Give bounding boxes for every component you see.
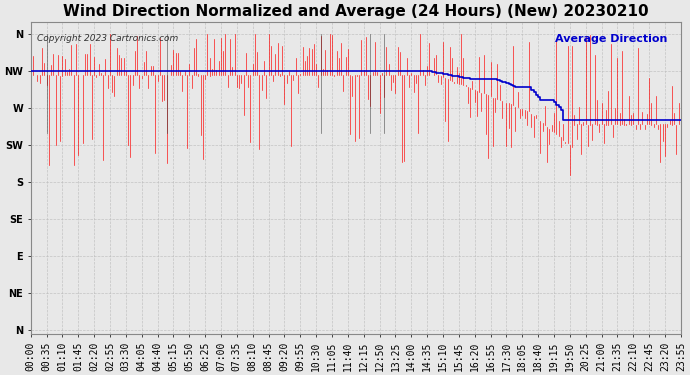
Title: Wind Direction Normalized and Average (24 Hours) (New) 20230210: Wind Direction Normalized and Average (2…	[63, 4, 649, 19]
Text: Copyright 2023 Cartronics.com: Copyright 2023 Cartronics.com	[37, 34, 179, 43]
Text: Average Direction: Average Direction	[555, 34, 668, 44]
